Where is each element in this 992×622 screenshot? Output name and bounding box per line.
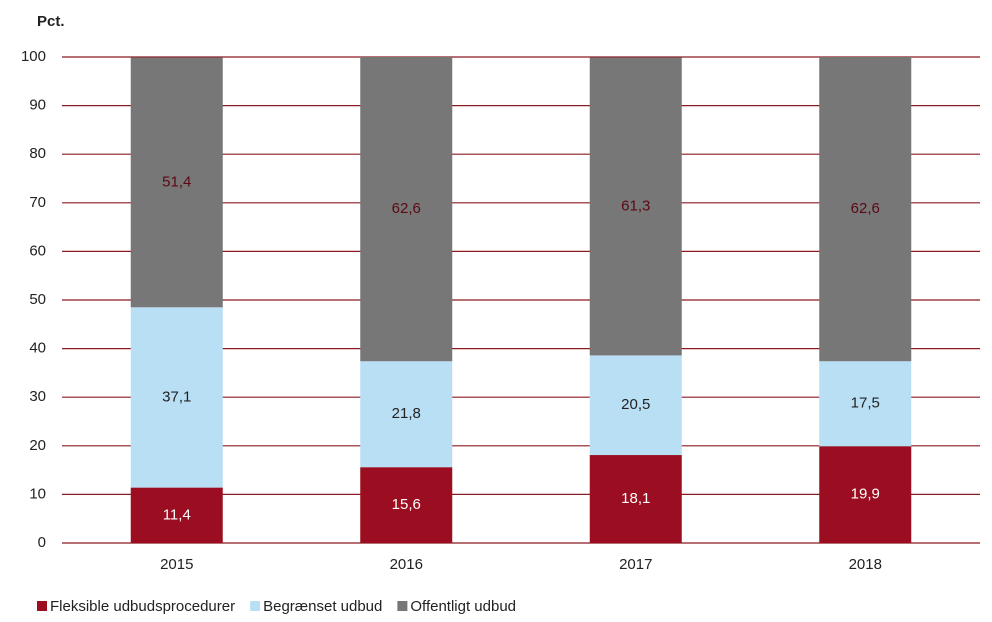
legend-label: Offentligt udbud [410,598,516,615]
y-tick-label: 20 [29,437,46,454]
bar-segment [819,446,912,543]
data-label: 62,6 [392,200,421,217]
bar-segment [589,455,682,543]
y-tick-label: 0 [38,534,46,551]
y-tick-label: 40 [29,340,46,357]
y-tick-label: 80 [29,145,46,162]
y-tick-label: 90 [29,97,46,114]
legend-swatch [250,601,261,611]
data-label: 20,5 [621,396,650,413]
bar-segment [819,361,912,447]
bar-segment [360,467,453,543]
y-axis-label: Pct. [37,13,65,30]
bar-segment [130,307,223,488]
y-tick-label: 100 [21,48,46,65]
legend-swatch [37,601,47,611]
x-tick-label: 2017 [619,556,652,573]
legend-label: Fleksible udbudsprocedurer [50,598,235,615]
y-tick-label: 10 [29,485,46,502]
data-label: 37,1 [162,388,191,405]
x-tick-label: 2018 [849,556,882,573]
data-label: 15,6 [392,496,421,513]
bar-segment [130,487,223,543]
bar-segment [819,57,912,362]
legend-swatch [397,601,408,611]
data-label: 11,4 [163,506,191,523]
data-label: 17,5 [851,395,880,412]
bar-segment [130,57,223,308]
legend-label: Begrænset udbud [263,598,382,615]
bar-segment [589,57,682,356]
y-tick-label: 70 [29,194,46,211]
x-tick-label: 2016 [390,556,423,573]
data-label: 18,1 [621,490,650,507]
y-tick-label: 50 [29,291,46,308]
data-label: 62,6 [851,200,880,217]
bar-segment [360,57,453,362]
data-label: 61,3 [621,197,650,214]
data-label: 19,9 [851,486,880,503]
y-tick-label: 30 [29,388,46,405]
x-tick-label: 2015 [160,556,193,573]
data-label: 21,8 [392,405,421,422]
bar-segment [589,355,682,456]
data-label: 51,4 [162,173,191,190]
y-tick-label: 60 [29,242,46,259]
bar-segment [360,361,453,468]
